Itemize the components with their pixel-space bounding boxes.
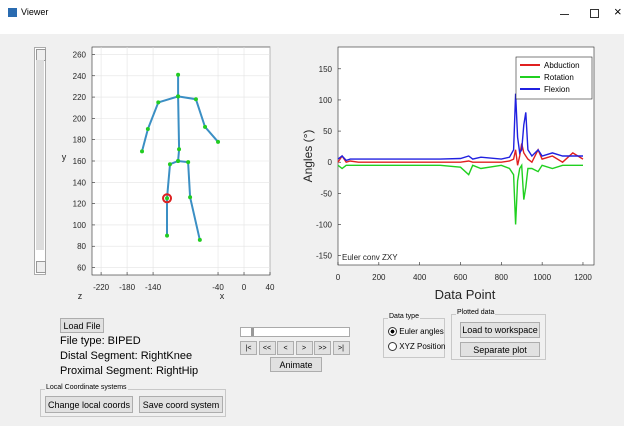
radio-xyz[interactable]: XYZ Position xyxy=(388,342,445,351)
y-tick-label: -100 xyxy=(316,221,333,230)
y-tick-label: 260 xyxy=(73,50,87,59)
viewer-window: Viewer × 6080100120140160180200220240260… xyxy=(0,0,624,426)
separate-plot-button[interactable]: Separate plot xyxy=(460,342,540,357)
group-title: Data type xyxy=(388,313,420,320)
y-tick-label: -150 xyxy=(316,252,333,261)
x-tick-label: 800 xyxy=(495,273,509,282)
annotation: Euler conv ZXY xyxy=(342,253,398,262)
joint-marker xyxy=(216,140,220,144)
x-tick-label: 400 xyxy=(413,273,427,282)
y-axis-label: y xyxy=(62,152,67,162)
radio-euler[interactable]: Euler angles xyxy=(388,327,444,336)
y-tick-label: 100 xyxy=(73,221,87,230)
radio-label: Euler angles xyxy=(399,327,443,336)
joint-marker xyxy=(176,159,180,163)
z-axis-label: z xyxy=(78,291,83,301)
proximal-segment: Proximal Segment: RightHip xyxy=(60,365,198,377)
y-tick-label: 150 xyxy=(319,65,333,74)
joint-marker xyxy=(165,196,169,200)
x-axis-label: Data Point xyxy=(435,287,496,302)
joint-marker xyxy=(176,73,180,77)
y-tick-label: 0 xyxy=(328,158,333,167)
x-tick-label: 600 xyxy=(454,273,468,282)
y-tick-label: -50 xyxy=(320,189,332,198)
y-tick-label: 140 xyxy=(73,178,87,187)
plotted-data-group: Plotted data Load to workspace Separate … xyxy=(451,314,546,360)
joint-marker xyxy=(165,234,169,238)
y-tick-label: 180 xyxy=(73,136,87,145)
data-type-group: Data type Euler angles XYZ Position xyxy=(383,318,445,358)
legend-label: Flexion xyxy=(544,85,570,94)
x-tick-label: 200 xyxy=(372,273,386,282)
playback-button[interactable]: |< xyxy=(240,341,257,355)
plots: 6080100120140160180200220240260-220-180-… xyxy=(0,0,624,310)
group-title: Local Coordinate systems xyxy=(45,384,128,391)
legend-label: Rotation xyxy=(544,73,574,82)
x-tick-label: -220 xyxy=(93,283,110,292)
playback-button[interactable]: << xyxy=(259,341,276,355)
joint-marker xyxy=(198,238,202,242)
group-title: Plotted data xyxy=(456,309,495,316)
legend-label: Abduction xyxy=(544,61,580,70)
x-axis-label: x xyxy=(220,291,225,301)
playback-button[interactable]: < xyxy=(277,341,294,355)
joint-marker xyxy=(186,160,190,164)
joint-marker xyxy=(188,195,192,199)
x-tick-label: -180 xyxy=(119,283,136,292)
joint-marker xyxy=(168,162,172,166)
save-coords-button[interactable]: Save coord system xyxy=(139,396,223,413)
joint-marker xyxy=(146,127,150,131)
y-tick-label: 200 xyxy=(73,114,87,123)
joint-marker xyxy=(140,149,144,153)
animate-button[interactable]: Animate xyxy=(270,357,322,372)
playback-button[interactable]: >> xyxy=(314,341,331,355)
x-tick-label: 1000 xyxy=(533,273,551,282)
y-tick-label: 240 xyxy=(73,72,87,81)
y-tick-label: 50 xyxy=(323,127,332,136)
frame-slider[interactable] xyxy=(240,327,350,337)
x-tick-label: 0 xyxy=(242,283,247,292)
x-tick-label: 1200 xyxy=(574,273,592,282)
joint-marker xyxy=(176,94,180,98)
x-tick-label: -140 xyxy=(145,283,162,292)
joint-marker xyxy=(203,125,207,129)
y-tick-label: 220 xyxy=(73,93,87,102)
x-tick-label: 40 xyxy=(266,283,275,292)
y-tick-label: 100 xyxy=(319,96,333,105)
y-tick-label: 120 xyxy=(73,200,87,209)
joint-marker xyxy=(194,97,198,101)
y-tick-label: 80 xyxy=(77,242,86,251)
slider-thumb[interactable] xyxy=(251,328,254,336)
change-coords-button[interactable]: Change local coords xyxy=(45,396,133,413)
y-axis-label: Angles (°) xyxy=(301,130,315,183)
playback-button[interactable]: >| xyxy=(333,341,350,355)
playback-button[interactable]: > xyxy=(296,341,313,355)
local-coords-group: Local Coordinate systems Change local co… xyxy=(40,389,226,417)
distal-segment: Distal Segment: RightKnee xyxy=(60,350,192,362)
load-file-button[interactable]: Load File xyxy=(60,318,104,333)
x-tick-label: 0 xyxy=(336,273,341,282)
joint-marker xyxy=(177,147,181,151)
y-tick-label: 60 xyxy=(77,264,86,273)
y-tick-label: 160 xyxy=(73,157,87,166)
load-workspace-button[interactable]: Load to workspace xyxy=(460,322,540,338)
joint-marker xyxy=(156,100,160,104)
radio-label: XYZ Position xyxy=(399,342,445,351)
file-type: File type: BIPED xyxy=(60,335,141,347)
